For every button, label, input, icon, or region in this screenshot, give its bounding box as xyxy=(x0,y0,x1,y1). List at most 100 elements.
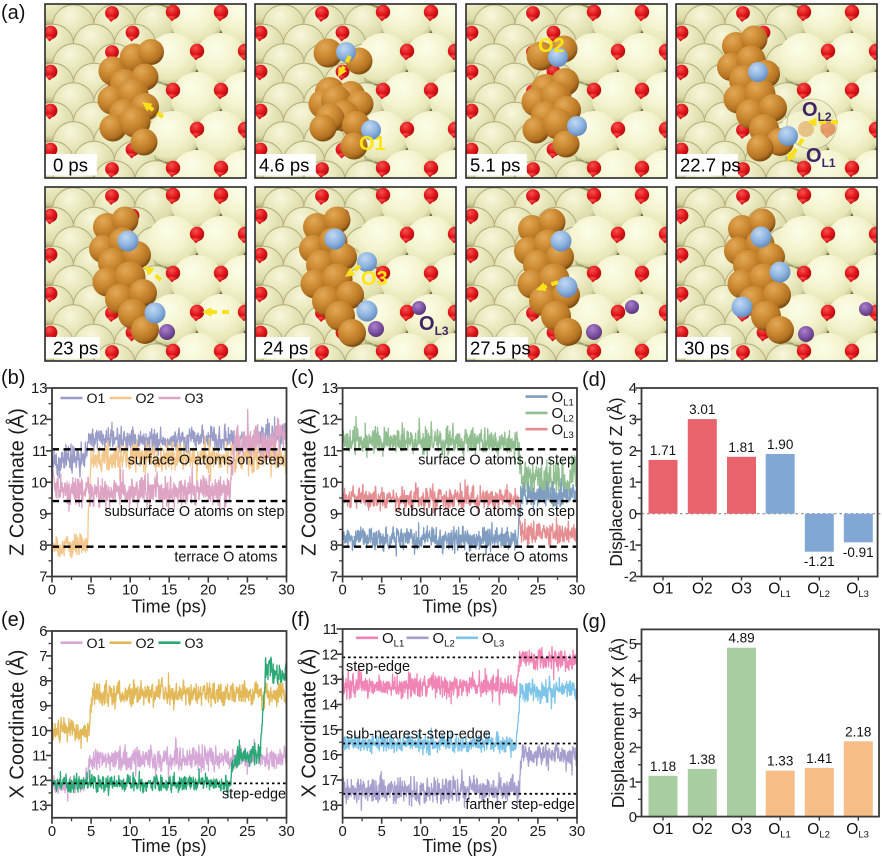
svg-text:0: 0 xyxy=(48,583,56,599)
svg-text:4.6 ps: 4.6 ps xyxy=(259,155,309,176)
svg-text:1: 1 xyxy=(629,475,637,491)
svg-text:(b): (b) xyxy=(1,367,25,389)
svg-text:17: 17 xyxy=(322,773,338,789)
svg-text:Z Coordinate (Å): Z Coordinate (Å) xyxy=(6,408,29,556)
svg-text:10: 10 xyxy=(322,475,338,491)
svg-text:6: 6 xyxy=(39,624,47,640)
svg-text:30: 30 xyxy=(278,583,294,599)
svg-text:O1: O1 xyxy=(87,636,106,652)
svg-text:12: 12 xyxy=(31,774,47,790)
svg-text:12: 12 xyxy=(322,647,338,663)
svg-text:11: 11 xyxy=(323,622,338,638)
svg-text:farther step-edge: farther step-edge xyxy=(465,797,575,813)
svg-text:(a): (a) xyxy=(1,2,25,24)
svg-text:18: 18 xyxy=(322,798,338,814)
svg-text:O2: O2 xyxy=(136,391,155,407)
svg-text:3: 3 xyxy=(629,413,637,429)
svg-text:30 ps: 30 ps xyxy=(684,338,729,359)
svg-text:1.71: 1.71 xyxy=(650,443,676,458)
svg-text:9: 9 xyxy=(39,699,47,715)
svg-text:8: 8 xyxy=(39,674,47,690)
svg-text:3: 3 xyxy=(629,706,637,722)
svg-text:O1: O1 xyxy=(87,391,106,407)
svg-text:27.5 ps: 27.5 ps xyxy=(470,338,531,359)
svg-text:13: 13 xyxy=(322,381,338,397)
svg-text:4: 4 xyxy=(629,672,637,688)
svg-text:1.81: 1.81 xyxy=(728,440,754,455)
svg-text:O3: O3 xyxy=(731,821,752,838)
svg-text:25: 25 xyxy=(530,824,546,840)
svg-text:step-edge: step-edge xyxy=(222,786,286,802)
svg-text:4.89: 4.89 xyxy=(728,631,754,646)
svg-text:8: 8 xyxy=(39,538,47,554)
svg-text:O1: O1 xyxy=(653,581,674,598)
svg-text:Time (ps): Time (ps) xyxy=(422,836,497,856)
svg-text:O3: O3 xyxy=(731,581,752,598)
svg-text:Time (ps): Time (ps) xyxy=(131,597,206,617)
svg-text:5: 5 xyxy=(87,824,95,840)
svg-text:X Coordinate (Å): X Coordinate (Å) xyxy=(298,649,321,798)
svg-text:(d): (d) xyxy=(582,369,606,391)
svg-text:0: 0 xyxy=(629,810,637,826)
svg-text:30: 30 xyxy=(569,824,585,840)
svg-text:8: 8 xyxy=(330,538,338,554)
svg-text:22.7 ps: 22.7 ps xyxy=(680,155,741,176)
svg-text:1: 1 xyxy=(629,775,637,791)
svg-text:step-edge: step-edge xyxy=(346,659,410,675)
svg-text:3.01: 3.01 xyxy=(689,402,715,417)
svg-text:Z Coordinate (Å): Z Coordinate (Å) xyxy=(298,408,321,556)
svg-text:2: 2 xyxy=(629,444,637,460)
svg-text:5: 5 xyxy=(378,824,386,840)
svg-text:23 ps: 23 ps xyxy=(53,338,98,359)
svg-text:(e): (e) xyxy=(1,609,25,631)
svg-text:11: 11 xyxy=(32,749,47,765)
svg-text:O3: O3 xyxy=(185,636,204,652)
svg-text:9: 9 xyxy=(330,507,338,523)
svg-text:5: 5 xyxy=(629,637,637,653)
svg-text:24 ps: 24 ps xyxy=(263,338,308,359)
svg-text:Time (ps): Time (ps) xyxy=(422,597,497,617)
svg-text:11: 11 xyxy=(323,444,338,460)
svg-text:subsurface O atoms on step: subsurface O atoms on step xyxy=(105,504,285,520)
svg-text:-1.21: -1.21 xyxy=(804,554,835,569)
svg-text:-2: -2 xyxy=(624,570,637,586)
svg-text:30: 30 xyxy=(278,824,294,840)
svg-text:1.41: 1.41 xyxy=(806,751,832,766)
svg-text:-0.91: -0.91 xyxy=(843,545,874,560)
svg-text:12: 12 xyxy=(31,413,47,429)
svg-text:0 ps: 0 ps xyxy=(53,155,88,176)
svg-text:9: 9 xyxy=(39,507,47,523)
svg-text:1.18: 1.18 xyxy=(650,759,676,774)
svg-text:10: 10 xyxy=(31,724,47,740)
svg-text:5.1 ps: 5.1 ps xyxy=(470,155,520,176)
svg-text:Time (ps): Time (ps) xyxy=(131,836,206,856)
svg-text:13: 13 xyxy=(31,381,47,397)
svg-text:1.38: 1.38 xyxy=(689,752,715,767)
svg-text:Displacement of Z (Å): Displacement of Z (Å) xyxy=(606,397,626,566)
svg-text:15: 15 xyxy=(322,723,338,739)
svg-text:30: 30 xyxy=(569,583,585,599)
svg-text:5: 5 xyxy=(87,583,95,599)
svg-text:1.33: 1.33 xyxy=(767,754,793,769)
svg-text:7: 7 xyxy=(330,570,338,586)
svg-text:(c): (c) xyxy=(291,367,314,389)
svg-text:0: 0 xyxy=(629,507,637,523)
svg-text:7: 7 xyxy=(39,649,47,665)
svg-text:0: 0 xyxy=(338,583,346,599)
svg-text:25: 25 xyxy=(530,583,546,599)
svg-text:surface O atoms on step: surface O atoms on step xyxy=(418,452,575,468)
svg-text:5: 5 xyxy=(378,583,386,599)
svg-text:O2: O2 xyxy=(136,636,155,652)
svg-text:12: 12 xyxy=(322,413,338,429)
svg-text:O1: O1 xyxy=(653,821,674,838)
svg-text:X Coordinate (Å): X Coordinate (Å) xyxy=(6,650,29,799)
svg-text:terrace O atoms: terrace O atoms xyxy=(174,550,277,566)
svg-text:(f): (f) xyxy=(291,609,310,631)
svg-text:0: 0 xyxy=(338,824,346,840)
svg-text:13: 13 xyxy=(322,673,338,689)
svg-text:25: 25 xyxy=(239,583,255,599)
svg-text:25: 25 xyxy=(239,824,255,840)
svg-text:(g): (g) xyxy=(582,611,606,633)
svg-text:10: 10 xyxy=(31,475,47,491)
svg-text:subsurface O atoms on step: subsurface O atoms on step xyxy=(395,504,575,520)
